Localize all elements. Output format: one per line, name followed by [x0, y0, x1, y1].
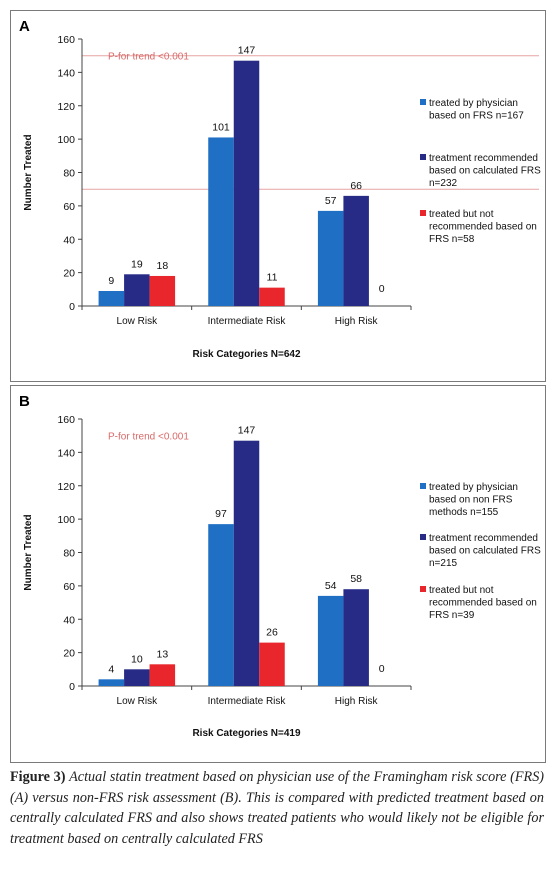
- bar-chart-a: A P-for trend <0.001 0 20 40 60 80 100 120 140 160…: [19, 18, 541, 360]
- x-tick-label: Intermediate Risk: [208, 696, 287, 707]
- figure-caption: Figure 3) Actual statin treatment based …: [10, 767, 544, 849]
- legend-label: treated by physician: [429, 98, 518, 109]
- caption-text: Actual statin treatment based on physici…: [10, 769, 545, 847]
- data-label: 9: [108, 275, 114, 287]
- legend-label: based on non FRS: [429, 495, 513, 506]
- bar: [343, 589, 369, 686]
- bar: [208, 524, 234, 686]
- x-axis-label: Risk Categories N=642: [192, 349, 301, 360]
- x-tick-label: High Risk: [335, 696, 379, 707]
- bar: [317, 595, 344, 686]
- panel-label: A: [19, 18, 30, 35]
- y-axis-label: Number Treated: [23, 514, 34, 590]
- x-tick-label: Low Risk: [117, 696, 159, 707]
- y-axis-label: Number Treated: [23, 134, 34, 210]
- legend-label: based on calculated FRS: [429, 166, 541, 177]
- bar: [124, 669, 150, 686]
- data-label: 57: [325, 195, 337, 207]
- data-label: 97: [215, 508, 227, 520]
- bar: [124, 274, 150, 306]
- panel-label: B: [19, 393, 30, 410]
- legend-label: treated but not: [429, 209, 494, 220]
- y-tick-label: 60: [63, 201, 75, 213]
- y-tick-label: 80: [63, 548, 75, 560]
- data-label: 4: [108, 663, 114, 675]
- legend-label: based on calculated FRS: [429, 546, 541, 557]
- y-tick-label: 140: [57, 447, 75, 459]
- y-tick-label: 160: [57, 34, 75, 46]
- data-label: 19: [131, 258, 143, 270]
- legend-label: FRS n=39: [429, 610, 475, 621]
- legend-label: treated by physician: [429, 482, 518, 493]
- x-axis-label: Risk Categories N=419: [192, 728, 301, 739]
- data-label: 18: [156, 260, 168, 272]
- legend-swatch: [420, 586, 426, 592]
- p-trend-annotation: P-for trend <0.001: [108, 432, 189, 443]
- bar: [233, 60, 260, 306]
- x-tick-label: Intermediate Risk: [208, 316, 287, 327]
- data-label: 10: [131, 653, 143, 665]
- data-label: 54: [325, 580, 337, 592]
- bar: [259, 642, 285, 686]
- data-label: 26: [266, 627, 278, 639]
- x-tick-label: High Risk: [335, 316, 379, 327]
- data-label: 58: [350, 573, 362, 585]
- bar: [259, 287, 285, 306]
- legend-label: treated but not: [429, 585, 494, 596]
- data-label: 66: [350, 180, 362, 192]
- legend-label: n=232: [429, 178, 458, 189]
- caption-lead: Figure 3): [10, 769, 66, 785]
- data-label: 147: [238, 45, 256, 57]
- data-label: 0: [379, 663, 385, 675]
- bar-chart-b: BP-for trend <0.001020406080100120140160…: [19, 393, 541, 739]
- legend-label: treatment recommended: [429, 153, 538, 164]
- y-tick-label: 120: [57, 481, 75, 493]
- legend-swatch: [420, 483, 426, 489]
- bar: [149, 664, 176, 686]
- y-tick-label: 100: [57, 514, 75, 526]
- bar: [233, 440, 260, 686]
- legend-label: recommended based on: [429, 222, 537, 233]
- legend-label: recommended based on: [429, 598, 537, 609]
- x-tick-label: Low Risk: [117, 316, 159, 327]
- y-tick-label: 20: [63, 648, 75, 660]
- bar: [98, 290, 125, 306]
- y-tick-label: 80: [63, 168, 75, 180]
- data-label: 0: [379, 283, 385, 295]
- bar: [208, 137, 234, 306]
- data-label: 11: [267, 272, 278, 284]
- y-tick-label: 0: [69, 301, 75, 313]
- bar: [317, 210, 344, 306]
- bar: [343, 195, 369, 306]
- y-tick-label: 100: [57, 134, 75, 146]
- legend-swatch: [420, 210, 426, 216]
- legend-swatch: [420, 99, 426, 105]
- y-tick-label: 60: [63, 581, 75, 593]
- data-label: 101: [212, 121, 230, 133]
- legend-label: n=215: [429, 558, 458, 569]
- y-tick-label: 160: [57, 414, 75, 426]
- legend-label: based on FRS n=167: [429, 111, 524, 122]
- chart-panel-a: A P-for trend <0.001 0 20 40 60 80 100 120 140 160…: [10, 10, 546, 382]
- y-tick-label: 20: [63, 268, 75, 280]
- legend-label: methods n=155: [429, 507, 499, 518]
- data-label: 13: [156, 648, 168, 660]
- data-label: 147: [238, 425, 256, 437]
- y-tick-label: 40: [63, 614, 75, 626]
- bar: [98, 679, 125, 686]
- legend-swatch: [420, 534, 426, 540]
- chart-panel-b: B P-for trend <0.001 0 20 40 60 80 100 120 140 160…: [10, 385, 546, 763]
- bar: [149, 275, 176, 306]
- legend-label: FRS n=58: [429, 234, 475, 245]
- y-tick-label: 120: [57, 101, 75, 113]
- y-tick-label: 40: [63, 234, 75, 246]
- y-tick-label: 140: [57, 67, 75, 79]
- legend-swatch: [420, 154, 426, 160]
- y-tick-label: 0: [69, 681, 75, 693]
- p-trend-annotation: P-for trend <0.001: [108, 52, 189, 63]
- legend-label: treatment recommended: [429, 533, 538, 544]
